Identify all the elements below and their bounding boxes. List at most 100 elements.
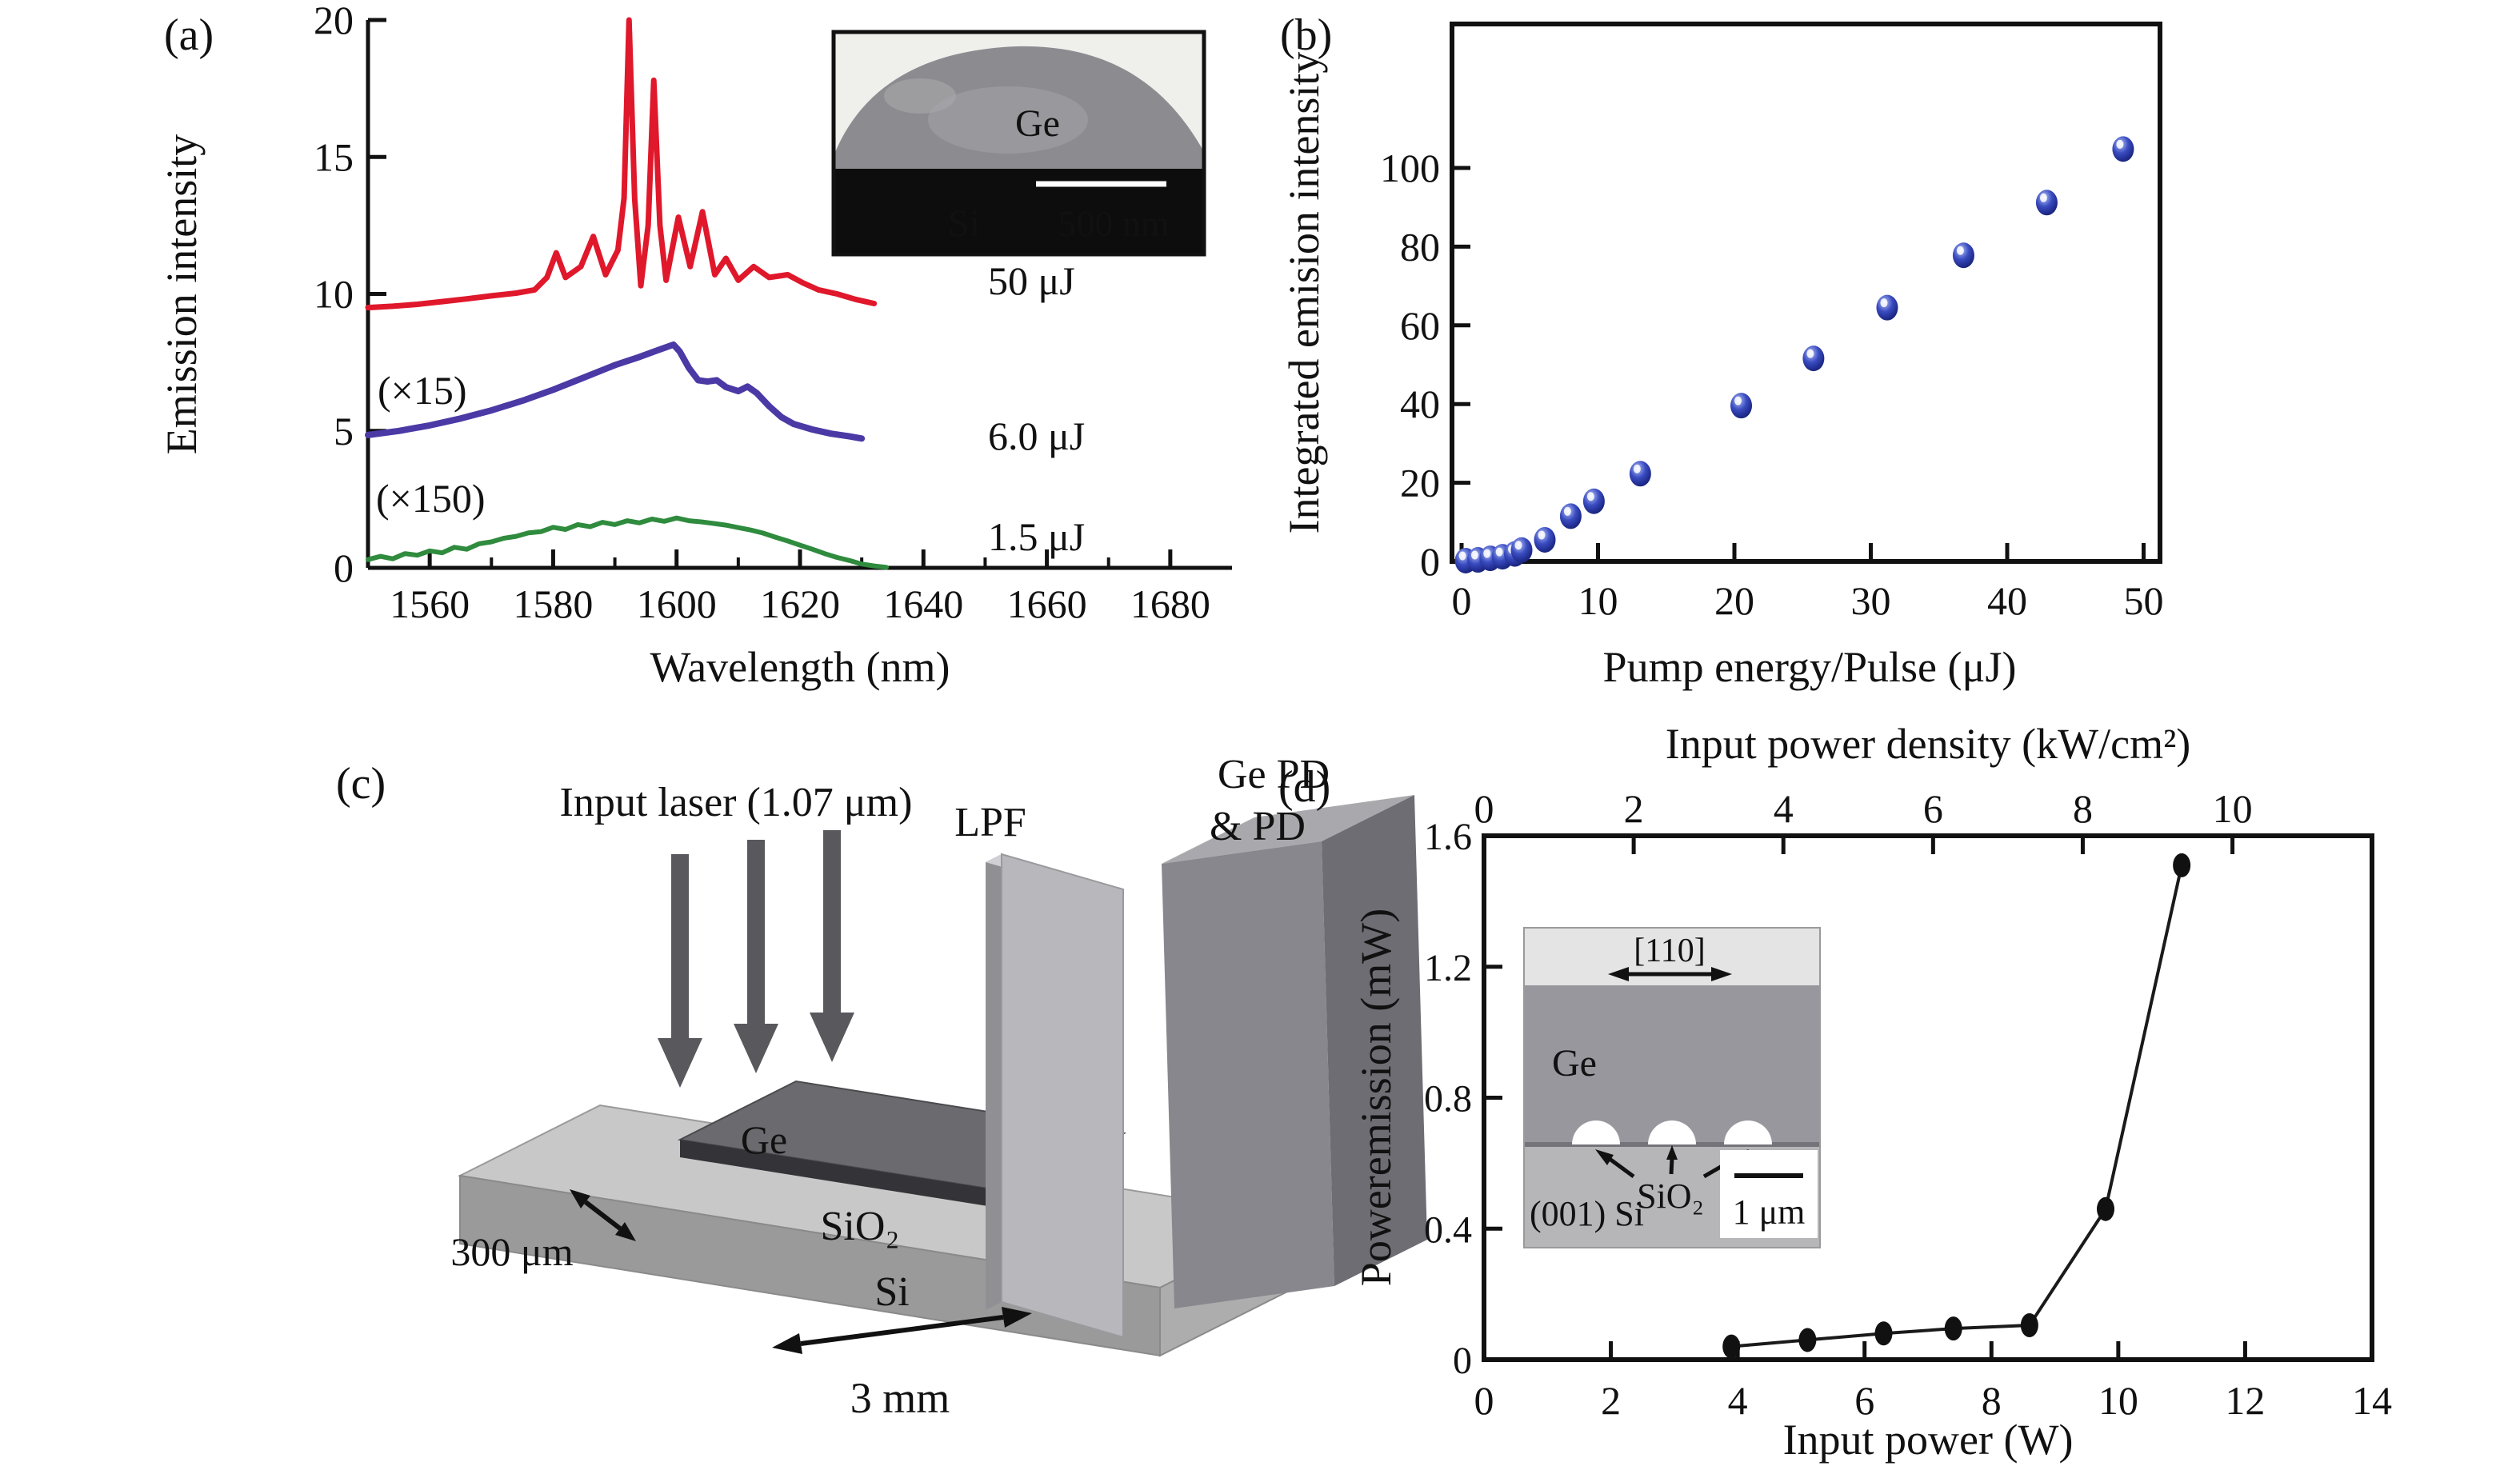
tick-label: 1600 — [637, 581, 717, 626]
tick-label: 2 — [1624, 786, 1644, 831]
tem-scale-box — [1720, 1150, 1818, 1238]
tick-label: 1.2 — [1424, 947, 1472, 989]
data-point — [2173, 853, 2191, 877]
panel-b-frame — [1450, 22, 2162, 564]
tick-label: 50 — [2124, 578, 2164, 623]
tick-label: 14 — [2352, 1378, 2392, 1423]
panel-c: (c) — [336, 752, 1427, 1422]
data-point-highlight — [1956, 246, 1964, 255]
laser-arrows — [658, 830, 854, 1088]
tick-label: 30 — [1851, 578, 1891, 623]
data-point — [1722, 1334, 1741, 1359]
data-point — [1559, 503, 1582, 529]
panel-a-x-title: Wavelength (nm) — [650, 643, 950, 691]
panel-d-x-title: Input power (W) — [1783, 1416, 2074, 1464]
tem-si-label: (001) Si — [1530, 1194, 1644, 1233]
tick-label: 1560 — [390, 581, 470, 626]
lpf-label: LPF — [954, 800, 1026, 845]
annotation-x150: (×150) — [376, 476, 486, 521]
pd-right-face — [1322, 795, 1427, 1286]
sem-scale-label: 500 nm — [1058, 203, 1170, 244]
ge-pd-label-line2: & PD — [1210, 804, 1306, 849]
tick-label: 1660 — [1007, 581, 1087, 626]
laser-arrow-shaft — [747, 840, 765, 1024]
tick-label: 0 — [334, 545, 354, 590]
pd-front-face — [1162, 841, 1334, 1308]
panel-d-y-title: Poweremission (mW) — [1352, 909, 1400, 1286]
width-300um-label: 300 μm — [450, 1229, 573, 1274]
lpf-left-face — [986, 854, 1002, 1310]
tick-label: 100 — [1380, 146, 1440, 190]
data-point — [2020, 1313, 2038, 1338]
spectrum-curve — [365, 341, 866, 442]
laser-arrow-head — [658, 1038, 702, 1088]
tem-110-arrow — [1608, 967, 1732, 981]
tick-label: 5 — [334, 409, 354, 453]
data-point-highlight — [1470, 550, 1478, 560]
tick-label: 0.4 — [1424, 1208, 1472, 1251]
tick-label: 6 — [1923, 786, 1943, 831]
tick-label: 4 — [1728, 1378, 1748, 1423]
ge-stripe-front-face — [680, 1140, 1008, 1209]
spectrum-curve — [365, 17, 878, 311]
data-point-highlight — [1633, 464, 1641, 473]
lpf-front-face — [1001, 853, 1124, 1339]
data-point — [1876, 294, 1898, 321]
tick-label: 0 — [1474, 1378, 1494, 1423]
pd-top-face — [1162, 795, 1414, 864]
tick-label: 2 — [1601, 1378, 1621, 1423]
tick-label: 10 — [2098, 1378, 2138, 1423]
panel-a-label: (a) — [164, 10, 214, 60]
length-dimension-arrow — [772, 1307, 1032, 1354]
tick-label: 10 — [1578, 578, 1618, 623]
tick-label: 1.6 — [1424, 816, 1472, 858]
data-point — [1582, 488, 1605, 514]
panel-b-x-title: Pump energy/Pulse (μJ) — [1603, 643, 2017, 691]
data-point-highlight — [1483, 549, 1491, 558]
width-dimension-arrow — [570, 1189, 636, 1241]
data-point — [2097, 1196, 2114, 1221]
tick-label: 4 — [1774, 786, 1794, 831]
data-point — [1874, 1321, 1893, 1346]
data-point — [1944, 1316, 1962, 1341]
tem-border — [1523, 927, 1821, 1248]
laser-arrow-head — [810, 1013, 854, 1062]
data-point — [1802, 346, 1825, 372]
tick-label: 0 — [1420, 539, 1440, 584]
annotation-1p5uj: 1.5 μJ — [988, 514, 1085, 559]
laser-arrow-shaft — [671, 854, 689, 1038]
tem-110-label: [110] — [1634, 933, 1705, 969]
panel-b-points — [1454, 136, 2134, 574]
tem-ge-region — [1524, 985, 1820, 1145]
spectrum-curve — [366, 515, 889, 570]
si-label: Si — [874, 1269, 909, 1315]
sio2-label: SiO₂ — [820, 1204, 899, 1249]
data-point-highlight — [2116, 139, 2124, 149]
tem-sio2-bump — [1648, 1120, 1696, 1144]
tick-label: 20 — [314, 0, 354, 42]
data-point — [1534, 526, 1556, 553]
panel-d-label: (d) — [1278, 762, 1330, 812]
data-point — [1952, 242, 1974, 269]
tick-label: 0 — [1453, 1340, 1472, 1382]
sem-border — [831, 30, 1206, 257]
panel-c-label: (c) — [336, 759, 386, 809]
data-point — [1510, 537, 1533, 563]
tick-label: 0 — [1452, 578, 1472, 623]
tick-label: 1620 — [760, 581, 840, 626]
data-point-highlight — [1538, 530, 1546, 540]
tem-scale-label: 1 μm — [1733, 1192, 1806, 1232]
data-point-highlight — [1495, 547, 1503, 557]
tem-ge-label: Ge — [1552, 1042, 1597, 1085]
panel-a-inset-sem: Ge Si 500 nm — [831, 30, 1206, 257]
ge-pd-label-line1: Ge PD — [1218, 752, 1330, 797]
tick-label: 60 — [1400, 303, 1440, 348]
tick-label: 40 — [1400, 381, 1440, 426]
panel-d-ticks: 00.40.81.21.60 2 4 6 8 10 12 140 2 4 6 8 10 — [1424, 786, 2392, 1423]
annotation-50uj: 50 μJ — [988, 258, 1075, 303]
length-3mm-label: 3 mm — [850, 1374, 950, 1422]
data-point-highlight — [2039, 193, 2047, 202]
panel-d-inset-tem: [110] Ge SiO₂ (001) Si 1 μm — [1523, 927, 1821, 1248]
panel-a-curves — [365, 17, 889, 570]
